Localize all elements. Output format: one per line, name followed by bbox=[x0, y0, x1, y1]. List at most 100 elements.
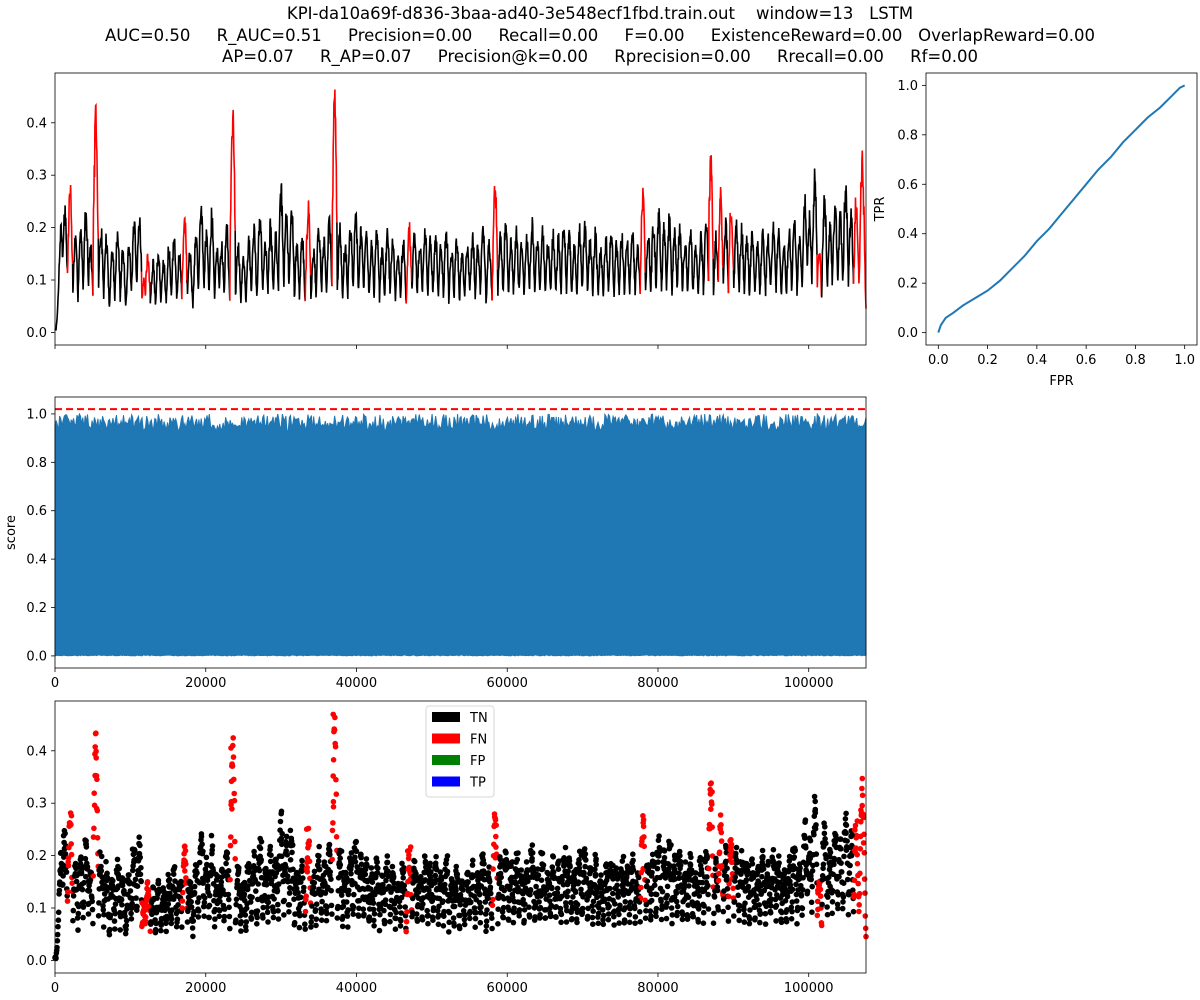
tn-point bbox=[112, 910, 118, 917]
tn-point bbox=[475, 886, 482, 892]
tn-point bbox=[291, 919, 298, 926]
tn-point bbox=[348, 861, 354, 867]
tn-point bbox=[352, 880, 358, 887]
tn-point bbox=[530, 864, 536, 871]
anomaly-segment bbox=[491, 185, 499, 301]
fn-point bbox=[91, 790, 97, 796]
tn-point bbox=[585, 913, 591, 920]
roc-ytick-label: 0.0 bbox=[897, 326, 918, 341]
tn-point bbox=[819, 901, 825, 908]
tn-point bbox=[811, 831, 817, 838]
tn-point bbox=[680, 912, 686, 918]
tn-point bbox=[54, 944, 60, 951]
tn-point bbox=[441, 913, 447, 919]
fn-point bbox=[303, 893, 310, 899]
class-xtick-label: 80000 bbox=[637, 981, 678, 996]
tn-point bbox=[630, 857, 636, 864]
roc-xtick-label: 1.0 bbox=[1174, 353, 1195, 368]
tn-point bbox=[251, 868, 258, 874]
tn-point bbox=[264, 909, 271, 916]
tn-point bbox=[802, 817, 809, 823]
tn-point bbox=[686, 883, 692, 889]
normal-segment bbox=[97, 217, 143, 307]
tn-point bbox=[793, 881, 799, 888]
tn-point bbox=[742, 900, 748, 906]
fn-point bbox=[230, 754, 237, 760]
tn-point bbox=[711, 910, 717, 917]
tn-point bbox=[124, 877, 130, 883]
tn-point bbox=[62, 851, 69, 857]
tn-point bbox=[344, 913, 351, 919]
fn-point bbox=[716, 849, 723, 855]
tn-point bbox=[209, 847, 215, 853]
tn-point bbox=[792, 865, 799, 872]
tn-point bbox=[129, 846, 136, 852]
tn-point bbox=[178, 883, 184, 889]
fn-point bbox=[855, 880, 861, 887]
tn-point bbox=[238, 928, 244, 934]
tn-point bbox=[802, 835, 808, 841]
tn-point bbox=[505, 917, 512, 923]
tn-point bbox=[225, 868, 232, 874]
fn-point bbox=[333, 791, 340, 797]
tn-point bbox=[842, 816, 849, 822]
tn-point bbox=[457, 901, 464, 908]
tn-point bbox=[397, 904, 403, 910]
tn-point bbox=[301, 884, 307, 891]
tn-point bbox=[624, 880, 630, 886]
tn-point bbox=[244, 869, 251, 875]
tn-point bbox=[757, 910, 764, 917]
tn-point bbox=[589, 903, 595, 909]
tn-point bbox=[664, 883, 671, 890]
tn-point bbox=[610, 862, 616, 869]
fn-point bbox=[329, 827, 336, 834]
fn-point bbox=[330, 798, 337, 805]
fn-point bbox=[68, 821, 74, 828]
tn-point bbox=[843, 847, 850, 853]
tn-point bbox=[427, 860, 434, 867]
tn-point bbox=[523, 859, 530, 865]
tn-point bbox=[746, 916, 753, 922]
tn-point bbox=[392, 926, 399, 932]
fn-point bbox=[141, 918, 148, 924]
tn-point bbox=[589, 914, 596, 921]
tn-point bbox=[175, 902, 181, 908]
tn-point bbox=[676, 870, 682, 877]
fn-point bbox=[182, 847, 189, 854]
tn-point bbox=[520, 890, 526, 897]
tn-point bbox=[345, 924, 351, 930]
tn-point bbox=[473, 909, 479, 916]
tn-point bbox=[620, 892, 627, 898]
tn-point bbox=[283, 833, 290, 840]
fn-point bbox=[640, 816, 647, 823]
tn-point bbox=[590, 921, 596, 927]
tn-point bbox=[238, 919, 245, 925]
tn-point bbox=[313, 901, 320, 907]
series-ytick-label: 0.1 bbox=[26, 274, 47, 289]
tn-point bbox=[85, 878, 92, 885]
tn-point bbox=[398, 910, 405, 916]
tn-point bbox=[789, 908, 795, 915]
tn-point bbox=[649, 858, 656, 864]
tn-point bbox=[736, 917, 742, 924]
tn-point bbox=[822, 836, 828, 842]
tn-point bbox=[616, 920, 622, 926]
tn-point bbox=[264, 904, 271, 911]
tn-point bbox=[809, 883, 815, 890]
tn-point bbox=[87, 869, 93, 875]
tn-point bbox=[308, 919, 315, 925]
tn-point bbox=[558, 893, 565, 900]
tn-point bbox=[514, 856, 521, 863]
tn-point bbox=[82, 855, 89, 862]
tn-point bbox=[168, 916, 175, 922]
fn-point bbox=[491, 814, 498, 820]
tn-point bbox=[500, 914, 507, 921]
tn-point bbox=[409, 909, 416, 916]
tn-point bbox=[80, 914, 86, 921]
tn-point bbox=[465, 869, 471, 876]
tn-point bbox=[414, 918, 421, 924]
tn-point bbox=[281, 897, 288, 904]
tn-point bbox=[165, 871, 171, 878]
anomaly-segment bbox=[229, 109, 236, 301]
tn-point bbox=[542, 915, 549, 921]
